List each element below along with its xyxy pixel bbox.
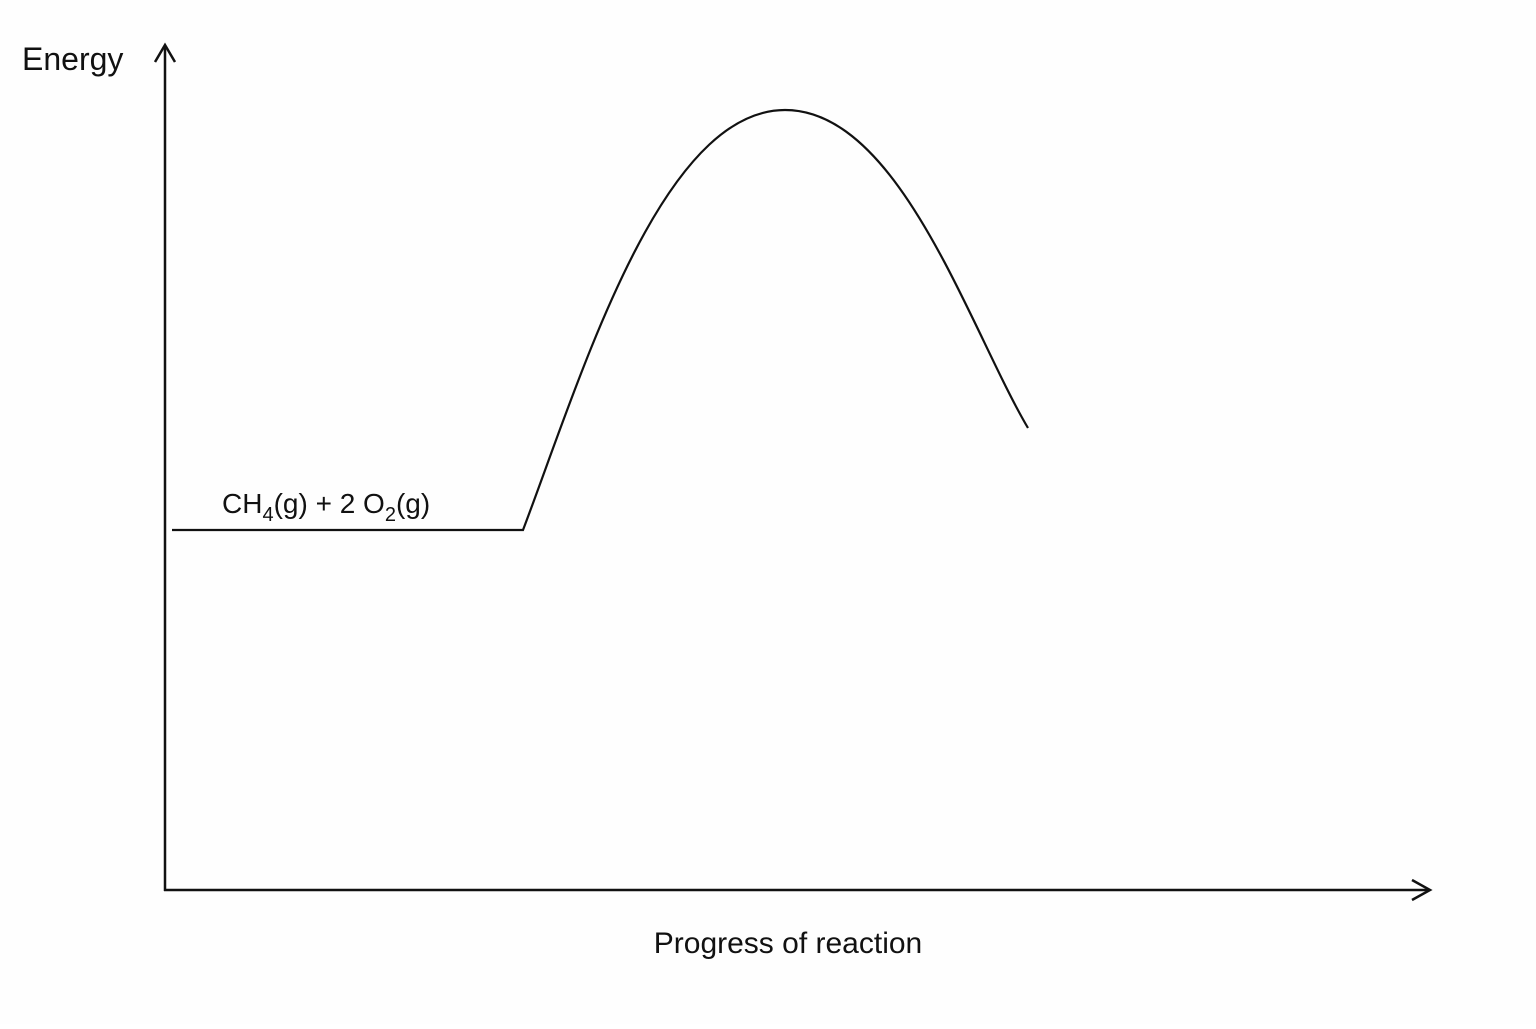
subscript: 4: [262, 504, 273, 526]
x-axis-label: Progress of reaction: [654, 927, 922, 960]
formula-text: CH: [222, 488, 262, 519]
reactants-label: CH4(g) + 2 O2(g): [222, 488, 430, 526]
energy-profile-curve: [172, 108, 1029, 532]
x-axis-arrow: [1411, 878, 1433, 902]
formula-text: (g) + 2 O: [274, 488, 385, 519]
subscript: 2: [385, 504, 396, 526]
formula-text: (g): [396, 488, 430, 519]
y-axis-arrow: [153, 42, 177, 63]
y-axis-label: Energy: [22, 41, 123, 77]
